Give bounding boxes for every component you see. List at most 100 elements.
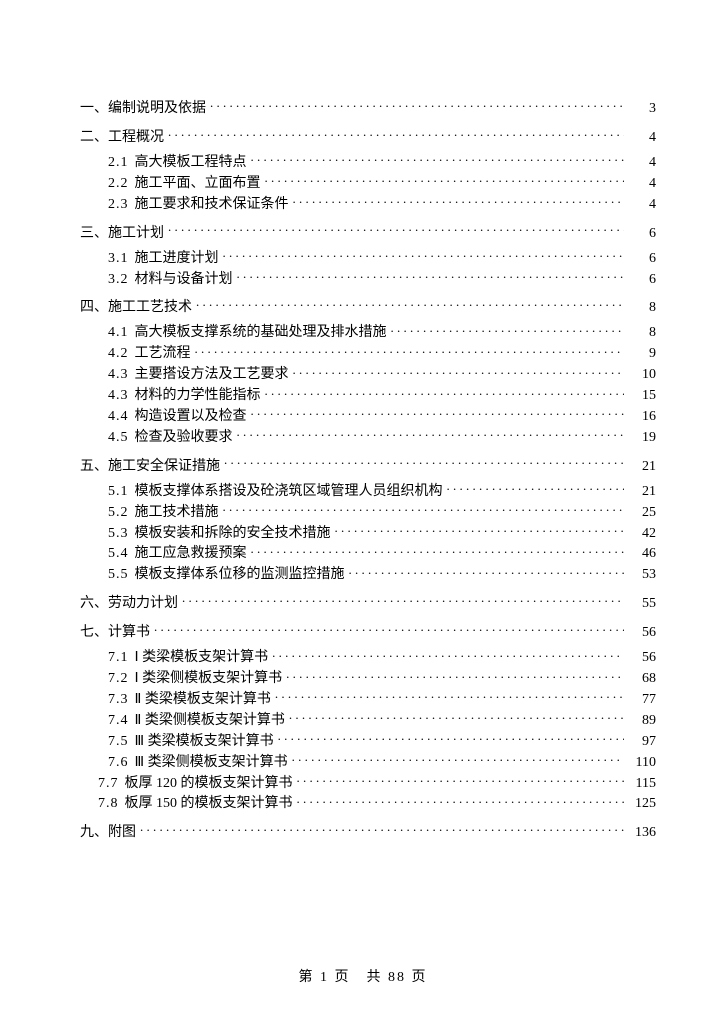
footer-total-pages: 88 bbox=[388, 970, 406, 985]
toc-entry-page: 77 bbox=[628, 691, 656, 710]
toc-entry-page: 125 bbox=[628, 795, 656, 814]
toc-leader-dots bbox=[297, 793, 625, 807]
toc-entry-number: 5.2 bbox=[108, 504, 129, 523]
toc-entry-label: 施工技术措施 bbox=[135, 504, 219, 523]
toc-entry-label: 施工要求和技术保证条件 bbox=[135, 196, 289, 215]
toc-entry-number: 4.3 bbox=[108, 387, 129, 406]
toc-entry-label: 模板支撑体系位移的监测监控措施 bbox=[135, 566, 345, 585]
toc-leader-dots bbox=[251, 543, 625, 557]
toc-entry-number: 4.2 bbox=[108, 345, 129, 364]
toc-row: 4.1 高大模板支撑系统的基础处理及排水措施 8 bbox=[80, 322, 656, 343]
toc-entry-page: 136 bbox=[628, 822, 656, 843]
toc-entry-page: 110 bbox=[628, 754, 656, 773]
toc-entry-label: 板厚 150 的模板支架计算书 bbox=[125, 795, 293, 814]
toc-leader-dots bbox=[292, 752, 624, 766]
toc-entry-page: 68 bbox=[628, 670, 656, 689]
toc-leader-dots bbox=[297, 773, 625, 787]
toc-entry-page: 6 bbox=[628, 271, 656, 290]
toc-row: 7.4 Ⅱ 类梁侧模板支架计算书 89 bbox=[80, 710, 656, 731]
toc-entry-page: 4 bbox=[628, 196, 656, 215]
toc-row: 3.1 施工进度计划 6 bbox=[80, 248, 656, 269]
toc-entry-page: 55 bbox=[628, 593, 656, 614]
toc-entry-label: 施工应急救援预案 bbox=[135, 545, 247, 564]
toc-entry-page: 19 bbox=[628, 429, 656, 448]
toc-row: 七、计算书 56 bbox=[80, 622, 656, 643]
toc-entry-page: 16 bbox=[628, 408, 656, 427]
footer-suffix: 页 bbox=[412, 970, 428, 985]
toc-entry-label: Ⅱ 类梁侧模板支架计算书 bbox=[135, 712, 285, 731]
toc-row: 5.1模板支撑体系搭设及砼浇筑区域管理人员组织机构21 bbox=[80, 481, 656, 502]
toc-entry-label: 五、施工安全保证措施 bbox=[80, 456, 220, 477]
toc-entry-label: 三、施工计划 bbox=[80, 223, 164, 244]
toc-entry-page: 56 bbox=[628, 649, 656, 668]
toc-row: 2.2施工平面、立面布置4 bbox=[80, 173, 656, 194]
toc-entry-label: Ⅲ 类梁模板支架计算书 bbox=[135, 733, 274, 752]
toc-entry-page: 6 bbox=[628, 250, 656, 269]
toc-leader-dots bbox=[223, 502, 625, 516]
toc-entry-page: 21 bbox=[628, 483, 656, 502]
toc-leader-dots bbox=[265, 385, 625, 399]
toc-entry-label: 七、计算书 bbox=[80, 622, 150, 643]
toc-entry-page: 25 bbox=[628, 504, 656, 523]
toc-row: 5.2 施工技术措施 25 bbox=[80, 502, 656, 523]
toc-entry-number: 4.3 bbox=[108, 366, 129, 385]
toc-leader-dots bbox=[293, 364, 625, 378]
toc-entry-page: 46 bbox=[628, 545, 656, 564]
toc-row: 二、工程概况 4 bbox=[80, 127, 656, 148]
toc-row: 5.5模板支撑体系位移的监测监控措施53 bbox=[80, 564, 656, 585]
toc-leader-dots bbox=[349, 564, 625, 578]
toc-leader-dots bbox=[289, 710, 624, 724]
toc-entry-page: 89 bbox=[628, 712, 656, 731]
toc-entry-label: 六、劳动力计划 bbox=[80, 593, 178, 614]
toc-row: 7.3Ⅱ 类梁模板支架计算书77 bbox=[80, 689, 656, 710]
toc-row: 4.5检查及验收要求19 bbox=[80, 427, 656, 448]
toc-entry-page: 115 bbox=[628, 775, 656, 794]
toc-entry-number: 4.1 bbox=[108, 324, 129, 343]
toc-row: 4.3材料的力学性能指标15 bbox=[80, 385, 656, 406]
toc-entry-page: 21 bbox=[628, 456, 656, 477]
toc-entry-label: 高大模板支撑系统的基础处理及排水措施 bbox=[135, 324, 387, 343]
toc-entry-page: 8 bbox=[628, 324, 656, 343]
toc-entry-number: 5.3 bbox=[108, 525, 129, 544]
toc-entry-page: 4 bbox=[628, 127, 656, 148]
toc-entry-page: 4 bbox=[628, 154, 656, 173]
toc-entry-page: 9 bbox=[628, 345, 656, 364]
toc-entry-label: Ⅲ 类梁侧模板支架计算书 bbox=[135, 754, 288, 773]
toc-entry-page: 42 bbox=[628, 525, 656, 544]
toc-entry-number: 2.2 bbox=[108, 175, 129, 194]
toc-row: 5.4施工应急救援预案46 bbox=[80, 543, 656, 564]
toc-entry-label: 板厚 120 的模板支架计算书 bbox=[125, 775, 293, 794]
toc-entry-page: 10 bbox=[628, 366, 656, 385]
toc-entry-label: Ⅱ 类梁模板支架计算书 bbox=[135, 691, 271, 710]
toc-row: 2.3 施工要求和技术保证条件 4 bbox=[80, 194, 656, 215]
toc-entry-number: 7.7 bbox=[98, 775, 119, 794]
toc-leader-dots bbox=[182, 593, 624, 607]
toc-leader-dots bbox=[251, 406, 625, 420]
toc-leader-dots bbox=[168, 223, 624, 237]
toc-leader-dots bbox=[168, 127, 624, 141]
toc-entry-label: 材料与设备计划 bbox=[135, 271, 233, 290]
toc-leader-dots bbox=[237, 269, 625, 283]
toc-entry-number: 7.2 bbox=[108, 670, 129, 689]
page-footer: 第 1 页 共 88 页 bbox=[0, 966, 726, 986]
toc-entry-page: 3 bbox=[628, 98, 656, 119]
toc-entry-page: 6 bbox=[628, 223, 656, 244]
toc-row: 7.2Ⅰ 类梁侧模板支架计算书68 bbox=[80, 668, 656, 689]
toc-entry-label: 高大模板工程特点 bbox=[135, 154, 247, 173]
toc-entry-label: 材料的力学性能指标 bbox=[135, 387, 261, 406]
toc-entry-number: 4.4 bbox=[108, 408, 129, 427]
toc-leader-dots bbox=[286, 668, 624, 682]
toc-entry-page: 56 bbox=[628, 622, 656, 643]
toc-entry-label: 工艺流程 bbox=[135, 345, 191, 364]
toc-entry-number: 2.3 bbox=[108, 196, 129, 215]
toc-entry-page: 97 bbox=[628, 733, 656, 752]
toc-entry-label: 检查及验收要求 bbox=[135, 429, 233, 448]
toc-entry-number: 7.4 bbox=[108, 712, 129, 731]
toc-entry-label: 模板安装和拆除的安全技术措施 bbox=[135, 525, 331, 544]
toc-entry-label: 二、工程概况 bbox=[80, 127, 164, 148]
toc-row: 4.3主要搭设方法及工艺要求10 bbox=[80, 364, 656, 385]
toc-leader-dots bbox=[278, 731, 624, 745]
toc-leader-dots bbox=[265, 173, 625, 187]
toc-entry-number: 3.1 bbox=[108, 250, 129, 269]
toc-entry-label: 施工进度计划 bbox=[135, 250, 219, 269]
